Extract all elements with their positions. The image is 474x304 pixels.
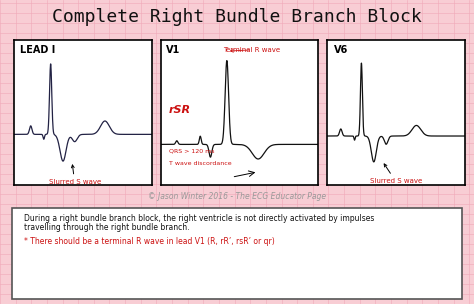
Text: Slurred S wave: Slurred S wave — [370, 164, 422, 185]
Text: LEAD I: LEAD I — [20, 45, 55, 55]
Text: rSR: rSR — [169, 105, 191, 115]
Text: * There should be a terminal R wave in lead V1 (R, rR’, rsR’ or qr): * There should be a terminal R wave in l… — [24, 237, 274, 246]
Text: During a right bundle branch block, the right ventricle is not directly activate: During a right bundle branch block, the … — [24, 214, 374, 223]
Text: V1: V1 — [166, 45, 180, 55]
Text: Terminal R wave: Terminal R wave — [223, 47, 281, 53]
Text: travelling through the right bundle branch.: travelling through the right bundle bran… — [24, 223, 189, 232]
Text: V6: V6 — [334, 45, 348, 55]
Text: Complete Right Bundle Branch Block: Complete Right Bundle Branch Block — [52, 8, 422, 26]
Text: QRS > 120 ms: QRS > 120 ms — [169, 149, 214, 154]
Text: T wave discordance: T wave discordance — [169, 161, 232, 166]
FancyBboxPatch shape — [12, 208, 462, 299]
Text: Slurred S wave: Slurred S wave — [48, 165, 101, 185]
Text: © Jason Winter 2016 - The ECG Educator Page: © Jason Winter 2016 - The ECG Educator P… — [148, 192, 326, 201]
